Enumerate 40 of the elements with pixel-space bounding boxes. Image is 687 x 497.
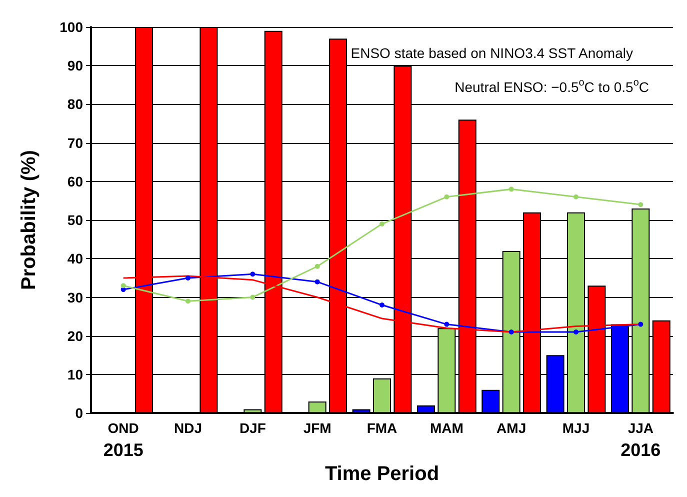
point	[314, 279, 320, 284]
point	[574, 194, 578, 200]
x-tick-label: MAM	[430, 420, 464, 436]
point	[444, 322, 450, 327]
y-axis-title: Probability (%)	[18, 150, 40, 290]
point	[508, 186, 514, 192]
point	[186, 275, 190, 280]
point	[380, 302, 384, 308]
x-tick-label: NDJ	[174, 420, 202, 436]
point	[250, 272, 256, 277]
point	[186, 298, 190, 304]
x-tick-label: AMJ	[496, 420, 526, 436]
x-tick-label: JFM	[303, 420, 332, 436]
x-tick-label: JJA 2016	[620, 420, 661, 460]
y-tick-label: 90	[67, 58, 84, 74]
y-tick-label: 70	[67, 134, 84, 151]
point	[508, 330, 514, 335]
point	[380, 221, 384, 226]
x-tick-label: DJF	[239, 420, 266, 436]
annotation: ENSO state based on NINO3.4 SST Anomaly	[350, 45, 633, 61]
x-tick-label: MJJ	[562, 420, 590, 436]
y-tick-label: 20	[67, 328, 84, 344]
y-tick-label: 50	[67, 212, 84, 228]
x-tick-label: OND 2015	[103, 420, 144, 460]
point	[638, 202, 644, 208]
y-tick-label: 100	[60, 19, 84, 35]
point	[638, 322, 644, 327]
y-tick-label: 10	[67, 366, 84, 382]
point	[444, 194, 450, 200]
point	[314, 264, 320, 269]
y-tick-label: 80	[67, 96, 84, 112]
x-axis-title: Time Period	[324, 463, 440, 485]
x-tick-label: FMA	[366, 420, 398, 436]
point	[250, 294, 256, 300]
y-tick-label: 40	[67, 250, 84, 267]
y-tick-label: 30	[67, 289, 84, 306]
y-tick-label: 0	[75, 405, 84, 422]
point	[574, 330, 578, 335]
point	[120, 283, 126, 288]
y-tick-label: 60	[67, 173, 84, 190]
